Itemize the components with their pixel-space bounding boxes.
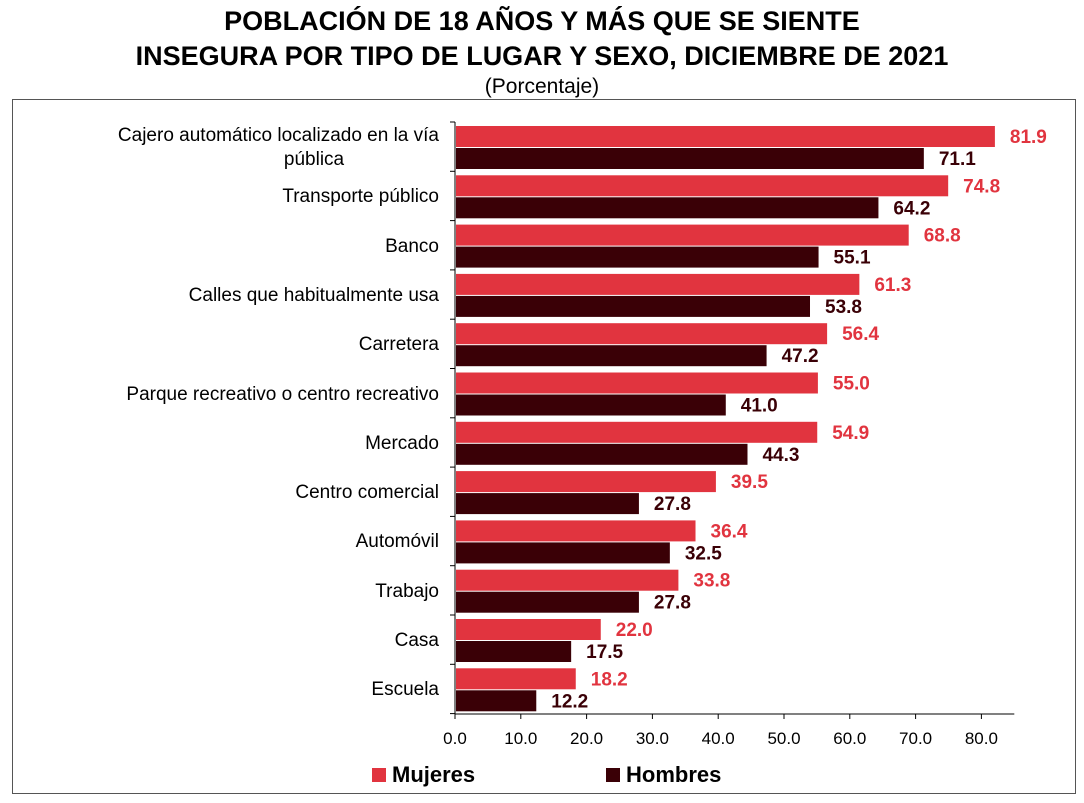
data-label-mujeres: 18.2 bbox=[591, 669, 628, 690]
x-tick-label: 10.0 bbox=[504, 729, 537, 748]
x-tick-label: 60.0 bbox=[833, 729, 866, 748]
data-label-hombres: 47.2 bbox=[782, 346, 819, 367]
legend-label-mujeres: Mujeres bbox=[392, 762, 476, 787]
category-label-line: Casa bbox=[394, 630, 439, 651]
category-label: Automóvil bbox=[39, 530, 439, 554]
category-label: Transporte público bbox=[39, 185, 439, 209]
bar-hombres bbox=[456, 345, 767, 367]
data-label-mujeres: 56.4 bbox=[842, 324, 879, 345]
category-label-line: Cajero automático localizado en la vía bbox=[117, 125, 439, 146]
data-label-mujeres: 36.4 bbox=[711, 521, 748, 542]
x-tick-label: 70.0 bbox=[899, 729, 932, 748]
data-label-hombres: 53.8 bbox=[825, 297, 862, 318]
category-label-line: Parque recreativo o centro recreativo bbox=[126, 383, 439, 405]
category-label-line: Trabajo bbox=[375, 580, 439, 602]
category-label: Centro comercial bbox=[39, 481, 439, 505]
data-label-mujeres: 55.0 bbox=[833, 374, 870, 395]
data-label-mujeres: 54.9 bbox=[832, 423, 869, 444]
bar-hombres bbox=[456, 295, 811, 317]
category-label: Cajero automático localizado en la vía pú… bbox=[39, 124, 439, 172]
category-label-line: Transporte público bbox=[282, 186, 439, 208]
bar-mujeres bbox=[456, 273, 860, 295]
bar-mujeres bbox=[456, 224, 909, 246]
category-label-line: Carretera bbox=[358, 334, 439, 356]
data-label-hombres: 27.8 bbox=[654, 494, 691, 515]
x-tick-label: 20.0 bbox=[570, 729, 603, 748]
data-label-hombres: 64.2 bbox=[893, 198, 930, 219]
category-label: Escuela bbox=[39, 678, 439, 702]
category-label-line: pública bbox=[283, 149, 345, 170]
category-label-line: Calles que habitualmente usa bbox=[188, 284, 439, 306]
bar-hombres bbox=[456, 591, 639, 613]
legend-item-hombres: Hombres bbox=[606, 762, 721, 788]
bar-mujeres bbox=[456, 126, 995, 147]
bar-hombres bbox=[456, 641, 572, 662]
data-label-mujeres: 22.0 bbox=[616, 620, 653, 641]
category-label: Mercado bbox=[39, 432, 439, 456]
bar-hombres bbox=[456, 148, 924, 169]
bar-mujeres bbox=[456, 520, 696, 542]
category-label-line: Centro comercial bbox=[295, 482, 439, 504]
data-label-mujeres: 39.5 bbox=[731, 472, 768, 493]
x-tick-label: 0.0 bbox=[443, 729, 467, 748]
legend-label-hombres: Hombres bbox=[626, 762, 722, 787]
bar-mujeres bbox=[456, 323, 828, 345]
data-label-hombres: 12.2 bbox=[551, 691, 588, 712]
bar-hombres bbox=[456, 493, 639, 515]
bar-mujeres bbox=[456, 668, 576, 690]
bar-hombres bbox=[456, 690, 537, 712]
category-label-line: Escuela bbox=[371, 679, 439, 701]
data-label-hombres: 41.0 bbox=[741, 396, 778, 417]
bar-hombres bbox=[456, 542, 670, 564]
bar-mujeres bbox=[456, 569, 679, 591]
data-label-hombres: 55.1 bbox=[834, 248, 871, 269]
bar-mujeres bbox=[456, 619, 601, 640]
chart-title-line1: POBLACIÓN DE 18 AÑOS Y MÁS QUE SE SIENTE bbox=[224, 6, 860, 36]
category-label: Trabajo bbox=[39, 580, 439, 604]
bar-hombres bbox=[456, 394, 726, 416]
data-label-mujeres: 68.8 bbox=[924, 226, 961, 247]
legend-swatch-mujeres bbox=[372, 768, 386, 782]
x-tick-label: 40.0 bbox=[702, 729, 735, 748]
bar-mujeres bbox=[456, 372, 818, 394]
data-label-mujeres: 81.9 bbox=[1010, 127, 1047, 148]
data-label-mujeres: 33.8 bbox=[693, 571, 730, 592]
data-label-mujeres: 61.3 bbox=[874, 275, 911, 296]
bar-hombres bbox=[456, 443, 748, 465]
category-label: Carretera bbox=[39, 333, 439, 357]
x-tick-label: 80.0 bbox=[965, 729, 998, 748]
category-label-line: Mercado bbox=[365, 432, 439, 454]
data-label-hombres: 44.3 bbox=[762, 445, 799, 466]
bar-hombres bbox=[456, 246, 819, 268]
chart-frame bbox=[12, 99, 1076, 794]
legend-swatch-hombres bbox=[606, 768, 620, 782]
chart-subtitle: (Porcentaje) bbox=[484, 75, 600, 98]
legend-item-mujeres: Mujeres bbox=[372, 762, 475, 788]
bar-mujeres bbox=[456, 175, 949, 197]
category-label: Casa bbox=[39, 629, 439, 653]
category-label: Banco bbox=[39, 235, 439, 259]
bar-hombres bbox=[456, 197, 879, 219]
category-label-line: Banco bbox=[385, 235, 439, 257]
category-label-line: Automóvil bbox=[355, 531, 439, 553]
data-label-hombres: 71.1 bbox=[939, 149, 976, 170]
data-label-hombres: 27.8 bbox=[654, 593, 691, 614]
category-label: Parque recreativo o centro recreativo bbox=[39, 383, 439, 407]
bar-mujeres bbox=[456, 421, 818, 443]
data-label-hombres: 17.5 bbox=[586, 642, 623, 663]
data-label-hombres: 32.5 bbox=[685, 543, 722, 564]
x-tick-label: 50.0 bbox=[767, 729, 800, 748]
chart-title-line2: INSEGURA POR TIPO DE LUGAR Y SEXO, DICIE… bbox=[135, 41, 949, 71]
bar-mujeres bbox=[456, 471, 716, 493]
category-label: Calles que habitualmente usa bbox=[39, 284, 439, 308]
x-tick-label: 30.0 bbox=[636, 729, 669, 748]
data-label-mujeres: 74.8 bbox=[963, 176, 1000, 197]
